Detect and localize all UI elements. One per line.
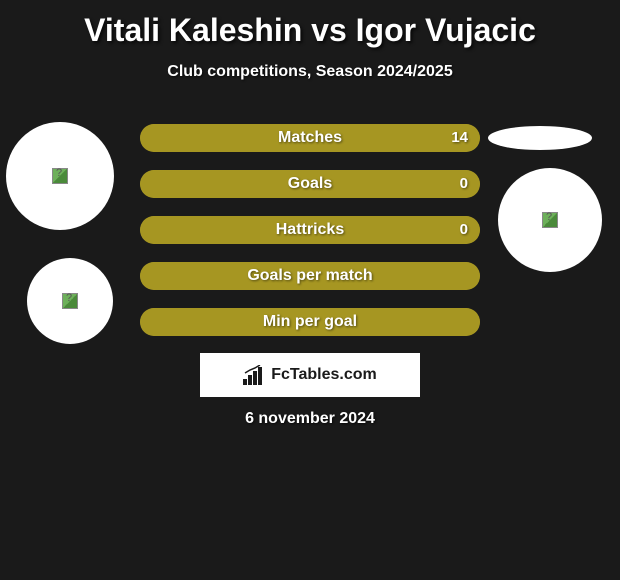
stat-label: Matches — [140, 124, 480, 152]
placeholder-icon — [542, 212, 558, 228]
stat-bar: Matches14 — [140, 124, 480, 152]
stat-bar: Min per goal — [140, 308, 480, 336]
stat-bar: Goals per match — [140, 262, 480, 290]
stat-label: Goals — [140, 170, 480, 198]
page-title: Vitali Kaleshin vs Igor Vujacic — [0, 0, 620, 49]
avatar-left-top — [6, 122, 114, 230]
attribution-text: FcTables.com — [271, 366, 377, 384]
placeholder-icon — [52, 168, 68, 184]
stat-label: Hattricks — [140, 216, 480, 244]
chart-icon — [243, 365, 267, 385]
avatar-left-bottom — [27, 258, 113, 344]
stat-label: Min per goal — [140, 308, 480, 336]
stat-bar: Goals0 — [140, 170, 480, 198]
page-subtitle: Club competitions, Season 2024/2025 — [0, 63, 620, 81]
stat-value: 0 — [460, 170, 468, 198]
stat-bar: Hattricks0 — [140, 216, 480, 244]
attribution-box: FcTables.com — [200, 353, 420, 397]
date-text: 6 november 2024 — [0, 410, 620, 428]
avatar-right-circle — [498, 168, 602, 272]
placeholder-icon — [62, 293, 78, 309]
stats-container: Matches14Goals0Hattricks0Goals per match… — [140, 124, 480, 354]
stat-label: Goals per match — [140, 262, 480, 290]
stat-value: 0 — [460, 216, 468, 244]
ellipse-right — [488, 126, 592, 150]
stat-value: 14 — [451, 124, 468, 152]
